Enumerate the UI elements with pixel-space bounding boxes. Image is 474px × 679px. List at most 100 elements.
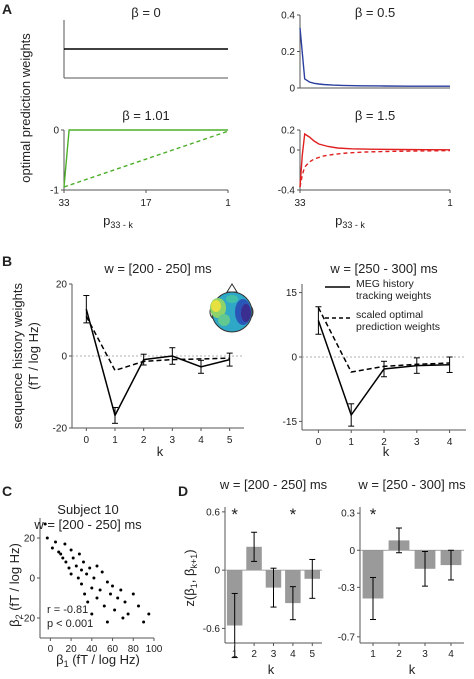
scatter-point-C (63, 542, 67, 546)
xtick-label-D1: 1 (232, 649, 238, 660)
title-D1: w = [200 - 250] ms (219, 477, 328, 492)
title-D2: w = [250 - 300] ms (357, 477, 466, 492)
scatter-point-C (131, 592, 135, 596)
scatter-point-C (109, 592, 112, 596)
series-line-A4-1 (299, 149, 451, 188)
scatter-point-C (111, 584, 114, 588)
panel-a-xtick-33-right: 33 (294, 198, 306, 209)
scatter-point-C (59, 552, 63, 556)
title-B2: w = [250 - 300] ms (329, 261, 438, 276)
scatter-point-C (80, 568, 83, 572)
panel-a-xlabel-right: p33 - k (335, 213, 365, 230)
scatter-point-C (142, 620, 146, 624)
scatter-point-C (85, 572, 89, 576)
scatter-point-C (77, 552, 81, 556)
xtick-label-D1: 5 (310, 649, 316, 660)
xtick-label-C: 100 (146, 644, 163, 655)
meg-topography-inset (209, 283, 254, 333)
scatter-point-C (105, 620, 109, 624)
xtick-label-D2: 1 (370, 649, 376, 660)
ytick-label-D1: -0.6 (203, 624, 221, 635)
xtick-label-C: 40 (86, 644, 98, 655)
ytick-label-A3: -1 (50, 186, 59, 197)
ytick-label-A4: 0 (289, 146, 295, 157)
series-line-B1-0 (85, 309, 230, 418)
series-line-A4-0 (299, 132, 451, 188)
series-line-B1-1 (85, 316, 230, 372)
ytick-label-D2: 0.3 (341, 509, 355, 520)
panel-a-xtick-1-left: 1 (225, 198, 231, 209)
title-A2: β = 0.5 (355, 5, 395, 20)
scatter-point-C (126, 612, 130, 616)
scatter-point-C (119, 588, 123, 592)
scatter-point-C (71, 556, 75, 560)
scatter-point-C (147, 612, 151, 616)
scatter-point-C (123, 600, 127, 604)
title-B1: w = [200 - 250] ms (103, 261, 212, 276)
title-A3: β = 1.01 (122, 108, 170, 123)
scatter-point-C (88, 566, 92, 570)
scatter-point-C (105, 580, 109, 584)
xtick-label-B1: 2 (141, 435, 147, 446)
ytick-label-A2: 0.2 (281, 47, 295, 58)
xtick-label-C: 0 (48, 644, 54, 655)
xtick-label-D1: 2 (251, 649, 257, 660)
scatter-point-C (137, 604, 140, 608)
panel-c-xlabel: β1 (fT / log Hz) (56, 652, 140, 669)
panel-a-xlabel-left: p33 - k (103, 213, 133, 230)
scatter-point-C (95, 564, 99, 568)
xtick-label-B2: 4 (447, 437, 453, 448)
scatter-point-C (45, 536, 49, 540)
ytick-label-A3: 0 (53, 126, 59, 137)
scatter-point-C (102, 604, 106, 608)
xtick-label-B2: 3 (414, 437, 420, 448)
xtick-label-B1: 5 (227, 435, 233, 446)
panel-c-ylabel: β2 (fT / log Hz) (7, 543, 24, 627)
scatter-point-C (121, 616, 125, 620)
ytick-label-B1: -20 (53, 424, 68, 435)
ytick-label-B1: 20 (56, 280, 68, 291)
panel-b-legend: MEG history tracking weights scaled opti… (325, 278, 440, 333)
significance-star-D2: * (370, 505, 377, 524)
xtick-label-B1: 1 (112, 435, 118, 446)
series-line-B2-1 (317, 307, 450, 373)
series-line-A3-1 (63, 130, 229, 188)
scatter-point-C (90, 612, 94, 616)
xtick-label-B1: 3 (170, 435, 176, 446)
legend-solid-label-2: tracking weights (356, 290, 431, 302)
scatter-point-C (69, 572, 73, 576)
scatter-point-C (113, 608, 117, 612)
panel-c-stat-r: r = -0.81 (47, 604, 88, 616)
xtick-label-C: 60 (107, 644, 119, 655)
scatter-point-C (54, 540, 57, 544)
series-line-A3-0 (63, 129, 228, 188)
scatter-point-C (83, 592, 87, 596)
panel-a-xtick-33-left: 33 (58, 198, 70, 209)
xtick-label-D2: 2 (396, 649, 402, 660)
xtick-label-C: 20 (66, 644, 78, 655)
scatter-point-C (61, 556, 65, 560)
panel-c-title-line1: Subject 10 (57, 502, 118, 517)
panel-d-xlabel-right: k (409, 662, 416, 677)
panel-d-ylabel: z(β1, βk+1) (182, 549, 199, 606)
xtick-label-D2: 4 (448, 649, 454, 660)
ytick-label-A2: 0 (289, 84, 295, 95)
panel-b-ylabel-line1: sequence history weights (10, 283, 25, 429)
ytick-label-D2: -0.7 (338, 632, 356, 643)
panel-c-stat-p: p < 0.001 (47, 618, 93, 630)
panel-a-xtick-1-right: 1 (447, 198, 453, 209)
panel-c-title-line2: w = [200 - 250] ms (33, 517, 142, 532)
scatter-point-C (100, 570, 104, 574)
xtick-label-B1: 0 (84, 435, 90, 446)
scatter-point-C (90, 586, 94, 590)
scatter-point-C (69, 548, 73, 552)
panel-a-xtick-17: 17 (140, 198, 152, 209)
scatter-point-C (67, 566, 71, 570)
scatter-point-C (80, 582, 83, 586)
ytick-label-C: -20 (21, 614, 36, 625)
panel-d-xlabel-left: k (268, 662, 275, 677)
xtick-label-D1: 3 (271, 649, 277, 660)
ytick-label-B2: 0 (291, 353, 297, 364)
scatter-point-C (43, 522, 47, 526)
